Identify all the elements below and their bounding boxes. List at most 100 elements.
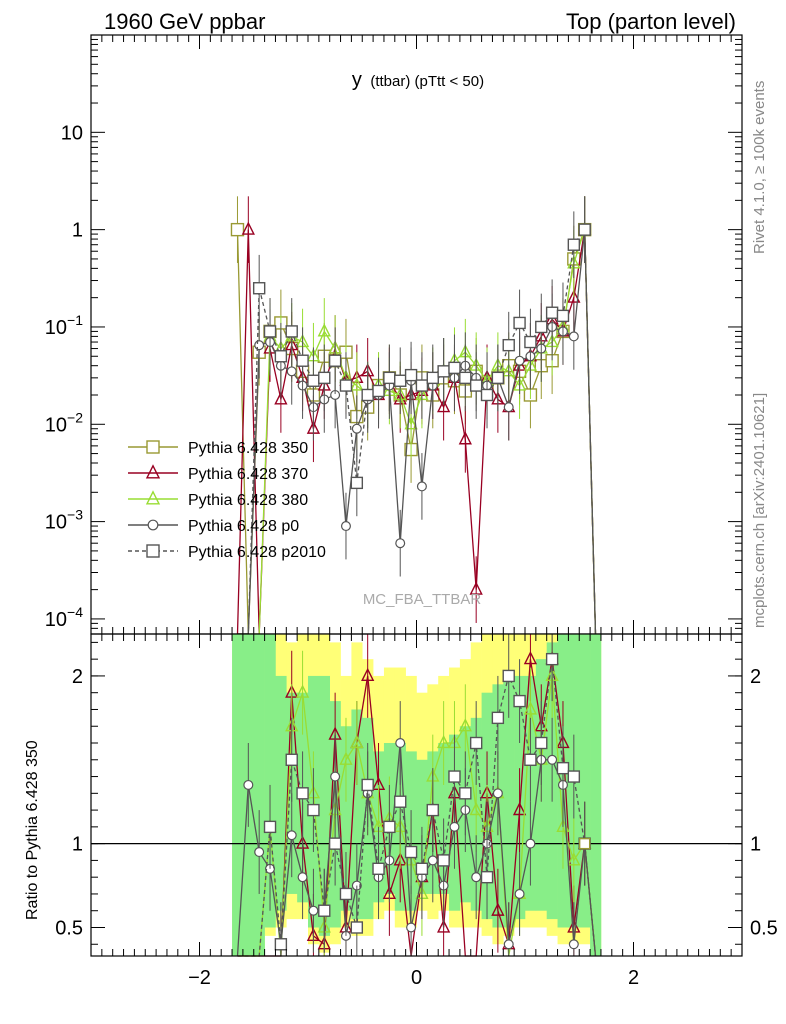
data-point — [523, 701, 538, 715]
data-point — [459, 787, 472, 800]
data-point — [449, 821, 460, 832]
ratio-y-tick-label-right: 1 — [750, 834, 761, 856]
y-tick-label: 10 — [61, 122, 83, 144]
y-tick-base: 10 — [45, 609, 67, 631]
y-tick-base: 10 — [45, 317, 67, 339]
data-point — [351, 423, 362, 434]
data-point — [307, 374, 320, 387]
data-point — [296, 354, 309, 367]
header-right: Top (parton level) — [566, 9, 736, 34]
data-point — [567, 770, 581, 783]
data-point — [459, 371, 472, 385]
band-bin — [590, 634, 602, 956]
y-tick-label: 10−1 — [45, 312, 83, 339]
legend-label: Pythia 6.428 p2010 — [188, 544, 326, 561]
data-point — [307, 803, 320, 817]
data-point — [252, 282, 266, 295]
data-point — [263, 325, 277, 338]
data-point — [241, 221, 255, 235]
ratio-plot-area — [91, 634, 742, 957]
y-tick-label: 10−3 — [45, 507, 83, 534]
data-point — [147, 519, 159, 531]
data-point — [427, 855, 438, 866]
data-point — [339, 379, 353, 392]
data-point — [406, 922, 417, 933]
legend-label: Pythia 6.428 p0 — [188, 518, 299, 535]
data-point — [318, 904, 331, 917]
data-point — [416, 481, 427, 492]
data-point — [254, 340, 265, 351]
band-bin — [232, 634, 244, 956]
data-point — [437, 365, 450, 378]
data-point — [480, 388, 494, 402]
data-point — [436, 398, 451, 413]
data-point — [297, 872, 308, 883]
data-point — [350, 377, 364, 391]
band-bin — [264, 634, 276, 928]
data-point — [426, 803, 439, 817]
header-left: 1960 GeV ppbar — [104, 9, 265, 34]
data-point — [480, 870, 494, 884]
data-point — [317, 323, 331, 337]
rivet-label: Rivet 4.1.0, ≥ 100k events — [751, 81, 768, 254]
ratio-y-label: Ratio to Pythia 6.428 350 — [24, 740, 41, 920]
band-bin — [579, 634, 591, 928]
data-point — [491, 902, 505, 916]
data-point — [512, 801, 527, 816]
band-bin — [318, 675, 330, 936]
y-tick-exp: −2 — [67, 409, 83, 425]
data-point — [395, 538, 406, 549]
x-tick-label: 2 — [628, 967, 639, 989]
data-point — [395, 738, 406, 749]
data-point — [145, 464, 161, 479]
data-point — [513, 694, 526, 708]
legend-label: Pythia 6.428 350 — [188, 440, 308, 457]
data-point — [503, 939, 514, 950]
data-point — [372, 862, 385, 875]
ratio-line — [237, 675, 597, 957]
data-point — [274, 391, 288, 405]
data-point — [243, 779, 254, 790]
data-point — [469, 736, 483, 750]
data-point — [556, 761, 570, 775]
data-point — [556, 309, 570, 323]
data-point — [394, 795, 407, 808]
data-point — [448, 361, 461, 375]
data-point — [330, 771, 341, 782]
data-point — [567, 852, 581, 866]
ratio-y-tick-label-right: 2 — [750, 666, 761, 688]
data-point — [437, 854, 450, 867]
data-point — [535, 320, 548, 334]
data-point — [372, 384, 385, 398]
data-point — [469, 581, 483, 595]
data-point — [404, 845, 418, 859]
y-tick-exp: −3 — [67, 507, 83, 523]
data-point — [295, 684, 310, 698]
data-point — [339, 887, 353, 901]
data-point — [328, 837, 342, 850]
data-point — [350, 476, 364, 490]
data-point — [525, 838, 536, 849]
data-point — [146, 440, 160, 454]
data-point — [286, 830, 297, 841]
data-point — [383, 820, 396, 834]
data-point — [361, 778, 374, 792]
data-point — [469, 801, 483, 816]
data-point — [436, 919, 451, 933]
plot-title: y (ttbar) (pTtt < 50) — [352, 69, 484, 91]
data-point — [547, 754, 558, 765]
data-point — [274, 938, 288, 951]
x-tick-label: −2 — [188, 967, 211, 989]
data-point — [458, 431, 472, 445]
data-point — [492, 788, 503, 799]
ratio-series-3 — [237, 634, 597, 957]
ratio-axis-ticks: 0.5 0.5 1 1 2 2 −2 0 2 — [55, 634, 778, 989]
data-point — [568, 939, 579, 950]
data-point — [328, 354, 342, 367]
data-point — [339, 751, 353, 765]
plot-title-main: y — [352, 69, 362, 91]
y-tick-label: 10−2 — [45, 409, 83, 436]
data-point — [524, 753, 537, 766]
